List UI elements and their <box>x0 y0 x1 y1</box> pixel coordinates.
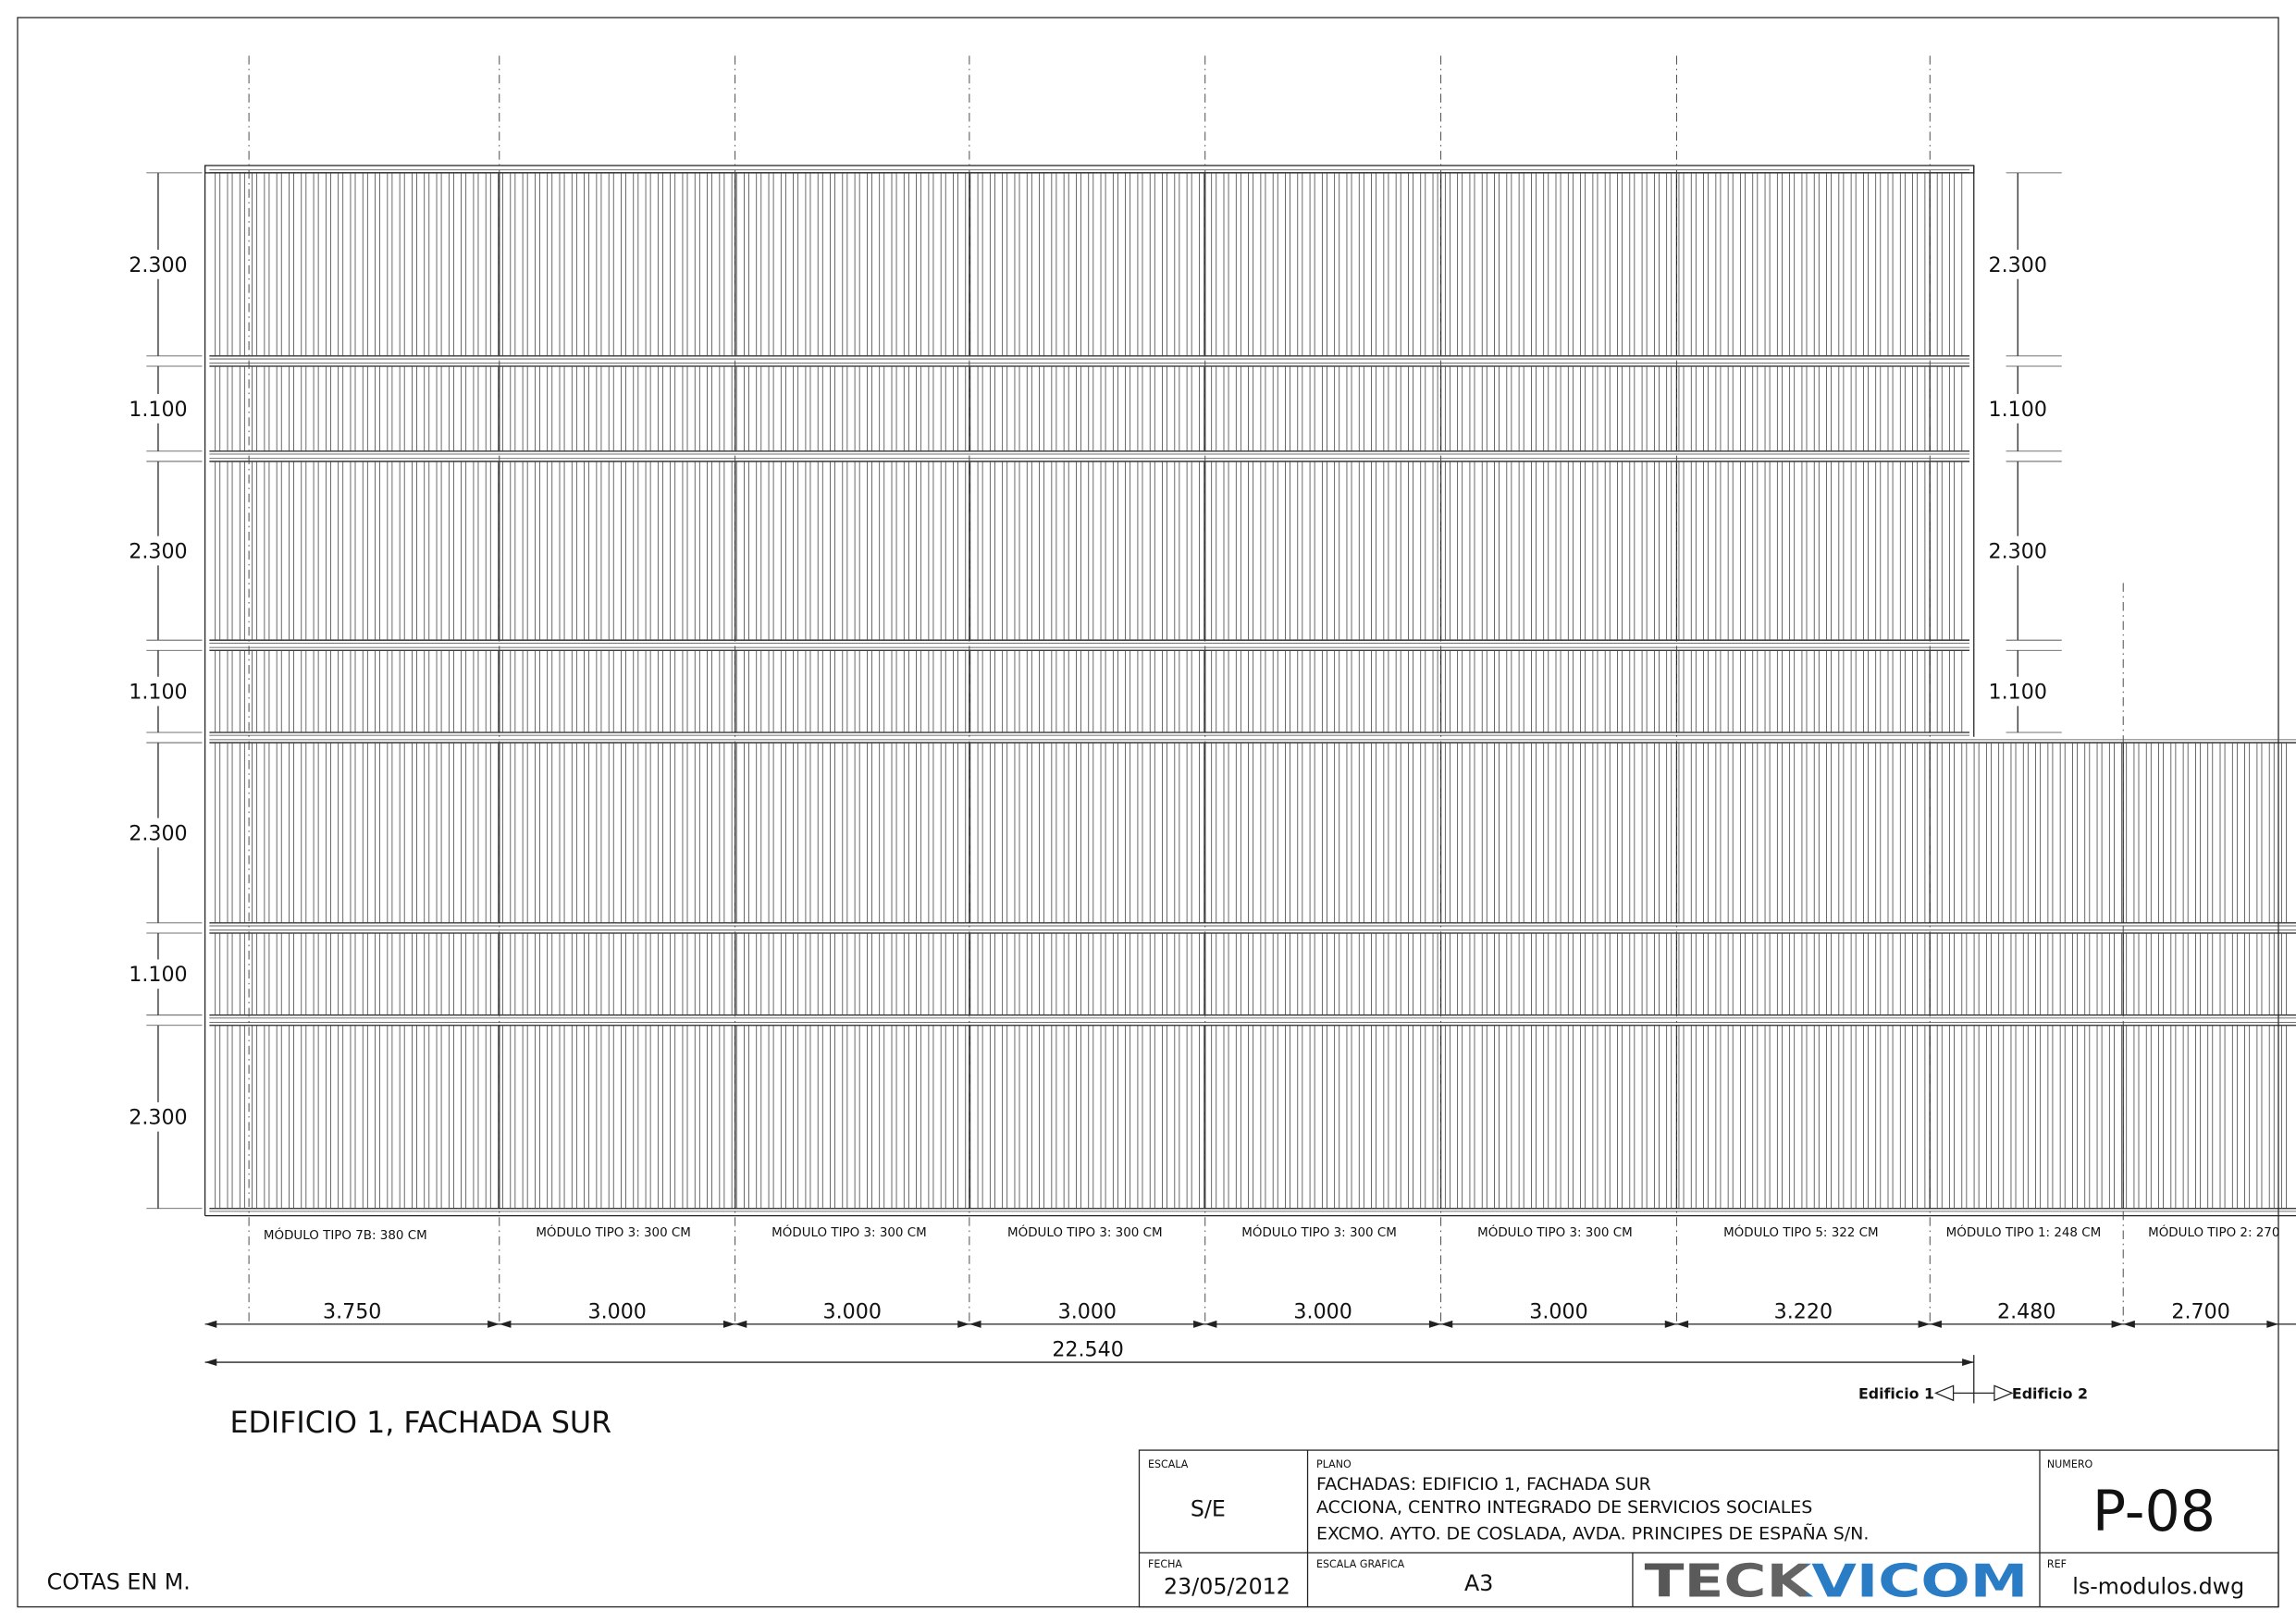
total-width: 22.540 <box>1052 1338 1124 1362</box>
height-dimension: 2.300 <box>129 1106 187 1130</box>
module-label: MÓDULO TIPO 7B: 380 CM <box>264 1226 427 1243</box>
fecha: 23/05/2012 <box>1164 1573 1290 1599</box>
height-dimension: 1.100 <box>1989 681 2047 705</box>
module-label: MÓDULO TIPO 3: 300 CM <box>1007 1223 1163 1240</box>
facade <box>204 55 2296 1326</box>
height-dimension: 1.100 <box>129 681 187 705</box>
module-label: MÓDULO TIPO 1: 248 CM <box>1946 1223 2102 1240</box>
height-dimension: 2.300 <box>1989 539 2047 563</box>
height-dimension: 2.300 <box>129 821 187 845</box>
module-width: 3.000 <box>587 1300 646 1324</box>
escala-grafica: A3 <box>1464 1570 1493 1596</box>
title-block: ESCALA S/E FECHA 23/05/2012 PLANO FACHAD… <box>1138 1449 2279 1608</box>
height-dimension: 2.300 <box>1989 253 2047 277</box>
module-width: 3.000 <box>823 1300 882 1324</box>
plano-label: PLANO <box>1316 1458 1352 1470</box>
plano-line: FACHADAS: EDIFICIO 1, FACHADA SUR <box>1316 1474 1651 1494</box>
module-label: MÓDULO TIPO 3: 300 CM <box>536 1223 691 1240</box>
module-width: 3.000 <box>1293 1300 1352 1324</box>
units-note: COTAS EN M. <box>47 1569 191 1595</box>
module-width: 3.000 <box>1058 1300 1117 1324</box>
numero-label: NUMERO <box>2047 1458 2093 1470</box>
module-width: 3.000 <box>1529 1300 1587 1324</box>
title-block-frame <box>1138 1449 2279 1608</box>
drawing-title: EDIFICIO 1, FACHADA SUR <box>230 1407 612 1440</box>
plano-line: EXCMO. AYTO. DE COSLADA, AVDA. PRINCIPES… <box>1316 1523 1869 1544</box>
roof-slab <box>204 165 1975 174</box>
fecha-label: FECHA <box>1148 1558 1182 1570</box>
height-dimension: 2.300 <box>129 253 187 277</box>
module-label: MÓDULO TIPO 3: 300 CM <box>772 1223 927 1240</box>
escala: S/E <box>1191 1495 1226 1521</box>
height-dimension: 1.100 <box>129 398 187 422</box>
module-width: 3.750 <box>323 1300 381 1324</box>
dimensions: 2.300 1.100 2.300 1.100 2.300 1.100 2.300 2.300… <box>129 172 2296 1404</box>
module-width: 2.700 <box>2171 1300 2229 1324</box>
height-dimension: 2.300 <box>129 539 187 563</box>
escala-label: ESCALA <box>1148 1458 1189 1470</box>
module-label: MÓDULO TIPO 2: 270 <box>2148 1223 2279 1240</box>
ref-label: REF <box>2047 1558 2067 1570</box>
module-label: MÓDULO TIPO 3: 300 CM <box>1477 1223 1633 1240</box>
building-label: Edificio 2 <box>2012 1385 2088 1403</box>
height-dimension: 1.100 <box>1989 398 2047 422</box>
drawing-number: P-08 <box>2092 1480 2216 1544</box>
module-width: 3.220 <box>1774 1300 1833 1324</box>
height-dimension: 1.100 <box>129 963 187 987</box>
company-logo: TECKVICOM <box>1645 1554 2029 1607</box>
module-width: 2.480 <box>1997 1300 2055 1324</box>
escala-grafica-label: ESCALA GRAFICA <box>1316 1558 1405 1570</box>
sheet-border <box>17 17 2279 1608</box>
ref: ls-modulos.dwg <box>2072 1573 2244 1599</box>
module-label: MÓDULO TIPO 5: 322 CM <box>1723 1223 1879 1240</box>
building-label: Edificio 1 <box>1858 1385 1934 1403</box>
plano-line: ACCIONA, CENTRO INTEGRADO DE SERVICIOS S… <box>1316 1497 1812 1518</box>
split-arrows <box>1933 1384 2014 1402</box>
module-label: MÓDULO TIPO 3: 300 CM <box>1241 1223 1397 1240</box>
